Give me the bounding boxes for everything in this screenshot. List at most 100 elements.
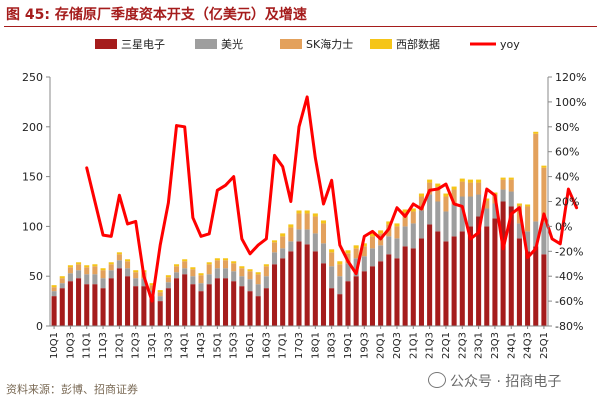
bar-segment-2-25Q1 [541,222,547,255]
bar-segment-4-17Q1 [280,233,286,237]
bar-segment-4-23Q2 [484,198,490,201]
bar-segment-4-16Q1 [247,269,253,272]
bar-segment-2-23Q1 [476,194,482,217]
bar-segment-3-13Q1 [149,285,155,291]
bar-segment-4-22Q4 [467,179,473,183]
bar-segment-3-10Q3 [67,267,73,274]
bar-segment-2-13Q3 [165,282,171,289]
bar-segment-1-11Q1 [84,284,90,326]
bar-segment-1-17Q2 [288,251,294,326]
bar-segment-2-18Q1 [312,233,318,252]
bar-segment-3-11Q3 [100,270,106,279]
bar-segment-2-21Q3 [427,194,433,225]
wechat-icon [428,372,446,388]
bar-segment-3-18Q1 [312,216,318,234]
bar-segment-1-19Q2 [353,276,359,326]
bar-segment-4-20Q2 [386,221,392,225]
bar-segment-3-16Q1 [247,271,253,280]
bar-segment-2-12Q4 [141,278,147,287]
bar-segment-3-21Q3 [427,182,433,195]
bar-segment-2-11Q4 [108,270,114,279]
bar-segment-2-23Q2 [484,208,490,227]
bar-segment-4-21Q4 [435,183,441,187]
bar-segment-1-11Q2 [92,284,98,326]
y-left-tick-label: 0 [36,320,43,333]
y-right-tick-label: 60% [555,146,579,159]
bar-segment-1-12Q4 [141,286,147,326]
bar-segment-3-23Q2 [484,200,490,209]
bar-segment-4-10Q1 [51,285,57,288]
bar-segment-2-18Q2 [320,243,327,264]
bar-segment-3-21Q1 [410,211,416,224]
watermark: 公众号 · 招商电子 [428,371,561,391]
title-divider [4,26,597,27]
bar-segment-1-10Q4 [76,278,82,326]
bar-segment-2-20Q4 [402,226,408,247]
bar-segment-1-19Q4 [369,266,375,326]
bar-segment-2-20Q3 [394,238,400,259]
bar-segment-1-18Q1 [312,251,318,326]
bar-segment-3-14Q2 [190,269,196,277]
bar-segment-2-18Q4 [337,276,343,295]
bar-segment-1-22Q1 [443,241,449,326]
bar-segment-4-15Q1 [214,258,220,261]
bar-segment-1-16Q4 [271,264,278,326]
source-note: 资料来源：彭博、招商证券 [6,383,138,396]
axes-layer: 0 50 100 150 200 250 -80% -60% -40% -20% 0% 20% 40% 6… [22,71,586,359]
bar-segment-2-15Q2 [222,268,229,279]
bar-segment-1-17Q1 [280,258,286,326]
x-tick-label: 19Q1 [343,332,354,359]
bar-segment-1-18Q3 [329,288,335,326]
bar-segment-4-16Q3 [263,264,269,267]
bar-segment-3-19Q4 [369,236,375,249]
bar-segment-2-20Q2 [386,236,392,255]
x-tick-label: 14Q1 [180,332,191,359]
bar-segment-4-14Q2 [190,267,196,270]
bar-segment-3-14Q1 [182,261,188,269]
yoy-line-layer [85,95,579,303]
bar-segment-1-20Q3 [394,258,400,326]
bar-segment-1-10Q2 [59,288,65,326]
bar-segment-1-20Q1 [378,261,384,326]
bar-segment-1-17Q3 [296,241,302,326]
bar-segment-1-21Q2 [418,238,424,326]
bar-segment-3-17Q2 [288,227,294,242]
chart-title: 图 45: 存储原厂季度资本开支（亿美元）及增速 [6,7,307,23]
bar-segment-4-18Q2 [320,220,327,224]
x-tick-label: 23Q1 [474,332,485,359]
bar-segment-3-20Q3 [394,226,400,239]
bar-segment-3-13Q4 [174,266,180,273]
legend-label-2: 美光 [221,37,243,51]
bar-segment-4-19Q1 [345,250,351,254]
bar-segment-1-10Q1 [51,296,57,326]
bar-segment-1-11Q3 [100,288,106,326]
bar-segment-4-20Q3 [394,223,400,227]
bar-segment-4-10Q3 [67,265,73,268]
bar-segment-2-13Q2 [157,296,163,302]
bar-segment-2-22Q2 [451,204,457,237]
bar-layer [51,131,547,326]
bar-segment-2-12Q3 [133,278,139,287]
bar-segment-1-15Q4 [239,286,245,326]
bar-segment-1-23Q4 [500,201,506,326]
bar-segment-4-18Q1 [312,213,318,217]
bar-segment-1-21Q4 [435,231,441,326]
bar-segment-4-24Q2 [516,203,522,206]
bar-segment-3-16Q4 [271,242,278,253]
x-tick-label: 23Q3 [490,332,501,359]
bar-segment-2-18Q3 [329,266,335,289]
bar-segment-1-22Q4 [467,226,473,326]
bar-segment-1-17Q4 [304,244,310,326]
y-right-tick-label: -80% [555,320,583,333]
bar-segment-2-22Q1 [443,211,449,242]
bar-segment-2-17Q4 [304,229,310,245]
bar-segment-3-19Q3 [361,246,367,257]
bar-segment-1-19Q1 [345,281,351,326]
bar-segment-2-14Q3 [198,283,204,292]
bar-segment-4-24Q4 [533,131,539,134]
bar-segment-1-11Q4 [108,278,114,326]
bar-segment-2-24Q2 [516,223,522,239]
bar-segment-3-18Q4 [337,264,343,277]
x-tick-label: 24Q3 [523,332,534,359]
bar-segment-3-18Q2 [320,223,327,244]
